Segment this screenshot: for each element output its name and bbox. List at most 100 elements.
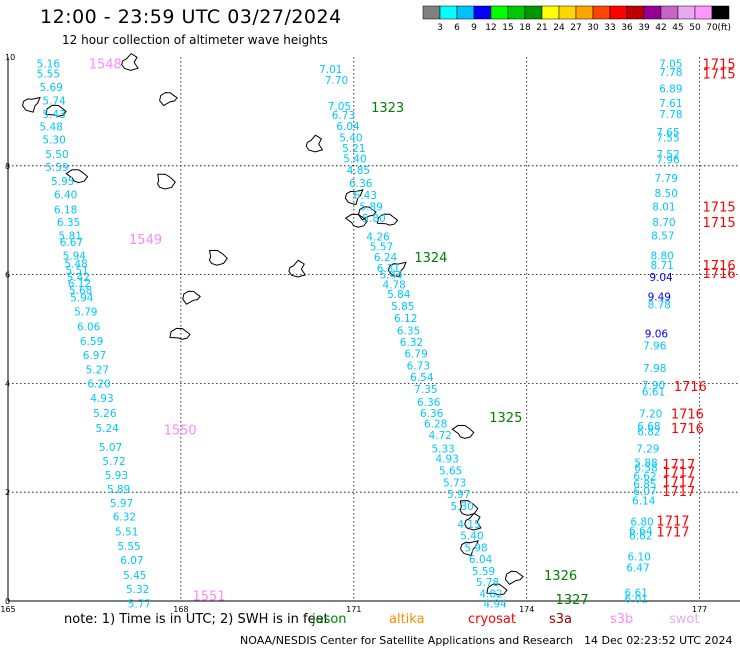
swh-value: 6.61 — [642, 387, 665, 399]
map-frame — [7, 57, 740, 602]
swh-value: 7.96 — [656, 154, 680, 166]
swh-value: 6.64 — [629, 525, 653, 537]
swh-value: 6.14 — [632, 495, 656, 507]
swh-value: 5.40 — [343, 154, 366, 166]
swh-value: 4.93 — [90, 393, 113, 405]
swh-value: 5.57 — [370, 241, 393, 253]
swh-value: 6.36 — [417, 397, 441, 409]
island-majuro-n — [357, 206, 377, 221]
swh-value: 5.97 — [110, 498, 133, 510]
legend-label: 24 — [553, 23, 565, 33]
swh-value: 6.07 — [120, 555, 143, 567]
swh-value: 5.33 — [431, 444, 454, 456]
swh-value: 5.26 — [93, 408, 117, 420]
swh-value: 6.59 — [80, 336, 103, 348]
time-label-jason: 1325 — [489, 411, 522, 426]
island-kwajalein — [156, 173, 176, 190]
legend-swatch — [575, 5, 594, 20]
swh-value: 6.36 — [420, 408, 444, 420]
axis-ticks: 0 2 4 6 8 10 165 168 171 174 177 — [0, 53, 707, 614]
island-majuro — [344, 213, 368, 228]
island-bikini — [21, 96, 41, 113]
swh-value: 7.01 — [319, 64, 342, 76]
swh-value: 7.61 — [659, 98, 682, 110]
gridlines — [8, 57, 740, 601]
swh-value: 7.55 — [656, 133, 679, 145]
swh-value: 8.70 — [652, 217, 675, 229]
swh-value: 5.55 — [37, 68, 60, 80]
time-label-cryosat: 1717 — [662, 485, 695, 500]
time-label-cryosat: 1716 — [703, 267, 736, 282]
swh-value: 6.62 — [629, 531, 652, 543]
lon-tick-label: 174 — [519, 605, 534, 614]
swh-value: 8.71 — [650, 260, 673, 272]
swh-value: 6.01 — [625, 593, 648, 605]
swh-value: 6.43 — [354, 190, 377, 202]
legend-swatch — [473, 5, 492, 20]
swh-value: 5.16 — [37, 59, 61, 71]
swh-value: 5.40 — [339, 133, 362, 145]
legend-label: 39 — [638, 23, 650, 33]
swh-value: 7.29 — [636, 444, 659, 456]
color-legend: 3 6 9 12 15 18 21 24 27 30 33 36 39 42 45 50 70 (ft) — [422, 5, 731, 33]
swh-value: 6.18 — [54, 204, 77, 216]
swh-value: 4.72 — [429, 430, 452, 442]
pass-time-labels: 1548 1549 1550 1551 1323 1324 1325 1326 1327 1715… — [89, 58, 736, 608]
swh-value: 5.72 — [102, 456, 125, 468]
island-outlines — [21, 52, 524, 596]
island-enewetak — [121, 52, 139, 71]
swh-value: 6.31 — [377, 263, 400, 275]
legend-swatch — [660, 5, 679, 20]
swh-value: 6.35 — [397, 326, 420, 338]
swh-value: 7.35 — [414, 384, 437, 396]
swh-value: 6.32 — [400, 337, 423, 349]
legend-swatch — [609, 5, 628, 20]
island-maloelap — [344, 189, 364, 206]
time-label-cryosat: 1717 — [656, 514, 689, 529]
island-abemama — [504, 570, 524, 585]
swh-value: 6.07 — [633, 486, 656, 498]
lon-tick-label: 165 — [0, 605, 15, 614]
swh-value: 5.74 — [42, 96, 66, 108]
island-kwajalein-n — [45, 104, 67, 117]
swh-value: 6.61 — [625, 587, 648, 599]
swh-value: 6.28 — [424, 419, 447, 431]
swh-value: 9.06 — [645, 328, 669, 340]
legend-swatch — [558, 5, 577, 20]
swh-value: 6.62 — [633, 471, 656, 483]
legend-swatch — [507, 5, 526, 20]
island-mili — [387, 261, 407, 278]
swh-value: 6.73 — [407, 360, 430, 372]
swh-value: 6.67 — [60, 237, 83, 249]
swh-value: 5.85 — [391, 301, 414, 313]
swh-value: 6.06 — [77, 321, 101, 333]
island-tarawa — [464, 512, 482, 531]
swh-value: 6.04 — [336, 121, 360, 133]
island-ujae — [65, 169, 89, 184]
legend-label: 9 — [471, 23, 477, 33]
legend-label: 18 — [519, 23, 531, 33]
lon-tick-label: 171 — [346, 605, 361, 614]
time-label-cryosat: 1715 — [703, 58, 736, 73]
swh-value: 5.77 — [128, 599, 151, 611]
swh-value: 5.81 — [59, 230, 82, 242]
satellite-altika: altika — [389, 612, 425, 627]
time-label-cryosat: 1717 — [662, 458, 695, 473]
swh-value: 7.70 — [325, 75, 348, 87]
swh-value: 6.80 — [630, 517, 653, 529]
swh-value: 7.98 — [643, 363, 666, 375]
swh-value: 5.43 — [42, 109, 65, 121]
lat-tick-label: 6 — [5, 271, 10, 280]
swh-value: 5.89 — [107, 484, 130, 496]
swh-value: 5.30 — [450, 501, 473, 513]
legend-label: 33 — [604, 23, 615, 33]
lat-tick-label: 10 — [5, 53, 15, 62]
swh-value: 6.79 — [404, 348, 427, 360]
swh-value: 6.58 — [634, 463, 657, 475]
swh-value: 4.15 — [457, 519, 480, 531]
lat-tick-label: 4 — [5, 379, 10, 388]
time-label-cryosat: 1716 — [674, 380, 707, 395]
swh-value: 6.82 — [637, 426, 660, 438]
island-lae — [208, 249, 228, 266]
